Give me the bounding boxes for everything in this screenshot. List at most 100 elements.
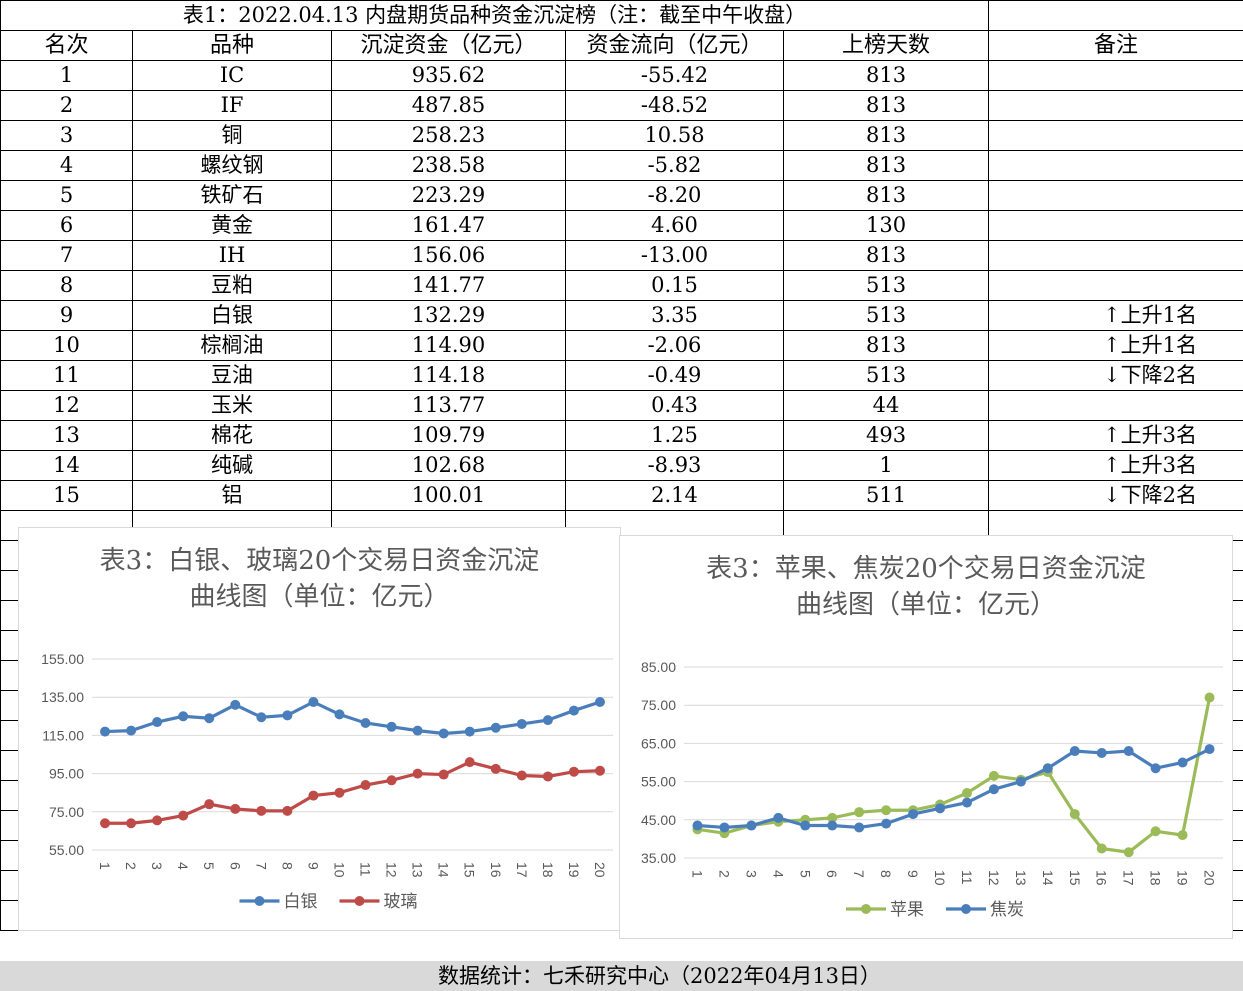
data-point [308, 790, 319, 801]
x-tick-label: 20 [592, 862, 608, 878]
cell-funds: 102.68 [331, 450, 566, 481]
data-point [881, 805, 892, 816]
cell-funds: 223.29 [331, 180, 566, 211]
cell-funds: 141.77 [331, 270, 566, 301]
data-point [178, 810, 189, 821]
x-tick-label: 3 [743, 870, 759, 878]
cell-funds: 113.77 [331, 390, 566, 421]
cell-funds: 109.79 [331, 420, 566, 451]
cell-days: 813 [782, 90, 990, 121]
cell-note [988, 60, 1243, 91]
data-point [1015, 776, 1026, 787]
x-tick-label: 12 [986, 870, 1002, 886]
data-point [854, 822, 865, 833]
data-point [230, 699, 241, 710]
data-point [1123, 847, 1134, 858]
cell-funds: 487.85 [331, 90, 566, 121]
cell-name: 铁矿石 [132, 180, 332, 211]
y-tick-label: 75.00 [641, 697, 676, 713]
cell-funds: 161.47 [331, 210, 566, 241]
x-tick-label: 4 [770, 870, 786, 878]
cell-name: 豆油 [132, 360, 332, 391]
cell-note: ↑上升3名 [988, 450, 1243, 481]
x-tick-label: 14 [1040, 870, 1056, 886]
series-line-0 [697, 697, 1212, 854]
cell-flow: 2.14 [565, 480, 784, 511]
x-tick-label: 15 [1067, 870, 1083, 886]
cell-rank: 5 [0, 180, 133, 211]
cell-rank: 12 [0, 390, 133, 421]
data-point [308, 696, 319, 707]
cell-funds: 935.62 [331, 60, 566, 91]
data-point [152, 815, 163, 826]
x-tick-label: 18 [540, 862, 556, 878]
cell-rank: 3 [0, 120, 133, 151]
cell-note [988, 210, 1243, 241]
data-point [1042, 763, 1053, 774]
x-tick-label: 10 [932, 870, 948, 886]
data-point [692, 820, 703, 831]
cell-flow: -5.82 [565, 150, 784, 181]
data-point [464, 726, 475, 737]
cell-days: 511 [782, 480, 990, 511]
chart-title-line-1: 表3：白银、玻璃20个交易日资金沉淀 [99, 546, 540, 576]
cell-note [988, 150, 1243, 181]
x-tick-label: 19 [1175, 870, 1191, 886]
data-point [935, 803, 946, 814]
x-tick-label: 18 [1148, 870, 1164, 886]
x-tick-label: 11 [959, 870, 975, 885]
data-point [988, 770, 999, 781]
y-tick-label: 55.00 [641, 774, 676, 790]
data-point [230, 803, 241, 814]
cell-name: 铜 [132, 120, 332, 151]
data-point [542, 771, 553, 782]
cell-name: 玉米 [132, 390, 332, 421]
data-point [386, 775, 397, 786]
cell-name: 棕榈油 [132, 330, 332, 361]
data-point [961, 788, 972, 799]
data-point [1150, 763, 1161, 774]
data-point [438, 769, 449, 780]
data-point [1150, 826, 1161, 837]
legend-marker [861, 904, 871, 914]
x-tick-label: 5 [201, 862, 217, 870]
x-tick-label: 17 [1121, 870, 1137, 886]
table-row: 11 豆油 114.18 -0.49 513 ↓下降2名 [0, 360, 1243, 391]
table-row: 2 IF 487.85 -48.52 813 [0, 90, 1243, 121]
x-tick-label: 17 [514, 862, 530, 878]
data-point [827, 812, 838, 823]
cell-flow: 4.60 [565, 210, 784, 241]
y-tick-label: 85.00 [641, 659, 676, 675]
x-tick-label: 8 [279, 862, 295, 870]
chart-title-line-1: 表3：苹果、焦炭20个交易日资金沉淀 [706, 554, 1146, 584]
header-funds: 沉淀资金（亿元） [331, 30, 566, 61]
x-tick-label: 20 [1202, 870, 1218, 886]
table-row: 5 铁矿石 223.29 -8.20 813 [0, 180, 1243, 211]
data-point [1204, 744, 1215, 755]
cell-note: ↑上升1名 [988, 300, 1243, 331]
table-row: 1 IC 935.62 -55.42 813 [0, 60, 1243, 91]
x-tick-label: 12 [384, 862, 400, 878]
cell-days: 493 [782, 420, 990, 451]
cell-days: 1 [782, 450, 990, 481]
cell-flow: 0.15 [565, 270, 784, 301]
data-point [152, 717, 163, 728]
data-point [360, 717, 371, 728]
y-tick-label: 155.00 [41, 651, 84, 667]
data-point [773, 812, 784, 823]
cell-funds: 114.18 [331, 360, 566, 391]
data-point [1177, 757, 1188, 768]
data-point [961, 797, 972, 808]
data-point [256, 805, 267, 816]
data-point [126, 725, 137, 736]
cell-days: 813 [782, 150, 990, 181]
data-point [1096, 843, 1107, 854]
data-point [386, 721, 397, 732]
cell-flow: -8.20 [565, 180, 784, 211]
x-tick-label: 2 [123, 862, 139, 870]
data-point [438, 728, 449, 739]
footer-text: 数据统计：七禾研究中心（2022年04月13日） [438, 964, 881, 988]
cell-rank: 9 [0, 300, 133, 331]
table-row: 12 玉米 113.77 0.43 44 [0, 390, 1243, 421]
data-point [204, 799, 215, 810]
